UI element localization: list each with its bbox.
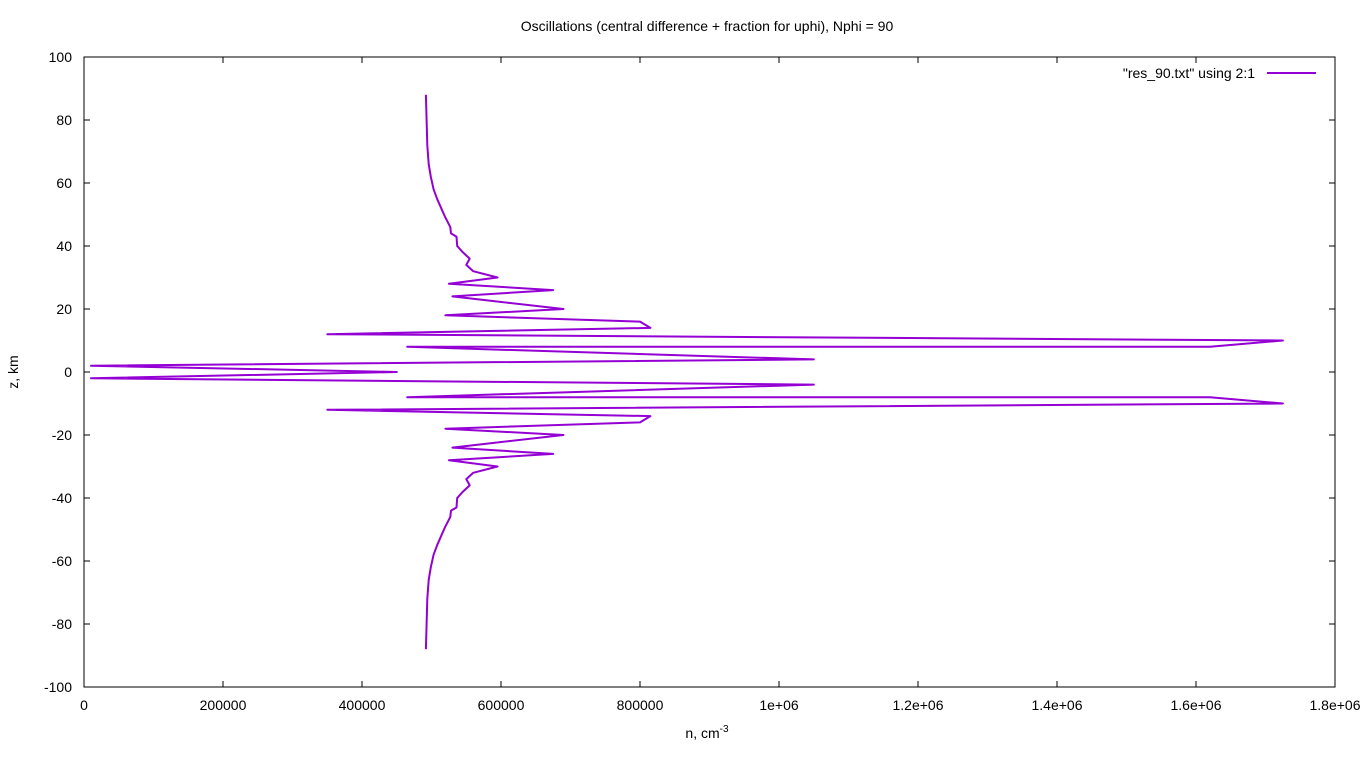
chart-title: Oscillations (central difference + fract… bbox=[521, 18, 894, 34]
x-tick-label: 200000 bbox=[200, 697, 247, 713]
y-axis-label: z, km bbox=[5, 355, 21, 388]
y-tick-label: -80 bbox=[52, 616, 72, 632]
series-group bbox=[90, 94, 1284, 650]
y-tick-label: 20 bbox=[56, 301, 72, 317]
y-tick-label: -40 bbox=[52, 490, 72, 506]
y-tick-label: 60 bbox=[56, 175, 72, 191]
x-tick-label: 600000 bbox=[478, 697, 525, 713]
x-axis-label-base: n, cm bbox=[685, 725, 719, 741]
x-tick-label: 1.8e+06 bbox=[1310, 697, 1361, 713]
y-tick-label: 0 bbox=[64, 364, 72, 380]
legend-label: "res_90.txt" using 2:1 bbox=[1123, 65, 1255, 81]
x-tick-label: 0 bbox=[80, 697, 88, 713]
y-tick-label: -100 bbox=[44, 679, 72, 695]
y-tick-label: -60 bbox=[52, 553, 72, 569]
y-tick-label: 40 bbox=[56, 238, 72, 254]
x-tick-label: 1.4e+06 bbox=[1032, 697, 1083, 713]
x-tick-label: 1.2e+06 bbox=[893, 697, 944, 713]
y-tick-label: 80 bbox=[56, 112, 72, 128]
y-axis: -100 -80 -60 -40 -20 0 20 40 60 80 100 bbox=[44, 49, 1335, 695]
y-tick-label: -20 bbox=[52, 427, 72, 443]
series-line bbox=[90, 94, 1284, 650]
x-tick-label: 1e+06 bbox=[759, 697, 799, 713]
x-tick-label: 1.6e+06 bbox=[1171, 697, 1222, 713]
x-tick-label: 400000 bbox=[339, 697, 386, 713]
y-tick-label: 100 bbox=[49, 49, 73, 65]
x-tick-label: 800000 bbox=[617, 697, 664, 713]
x-axis-label: n, cm-3 bbox=[685, 724, 729, 741]
plot-frame bbox=[83, 56, 1336, 688]
x-axis: 0 200000 400000 600000 800000 1e+06 1.2e+06 1.4… bbox=[80, 57, 1361, 713]
x-axis-label-sup: -3 bbox=[720, 724, 729, 735]
legend: "res_90.txt" using 2:1 bbox=[1123, 65, 1316, 81]
